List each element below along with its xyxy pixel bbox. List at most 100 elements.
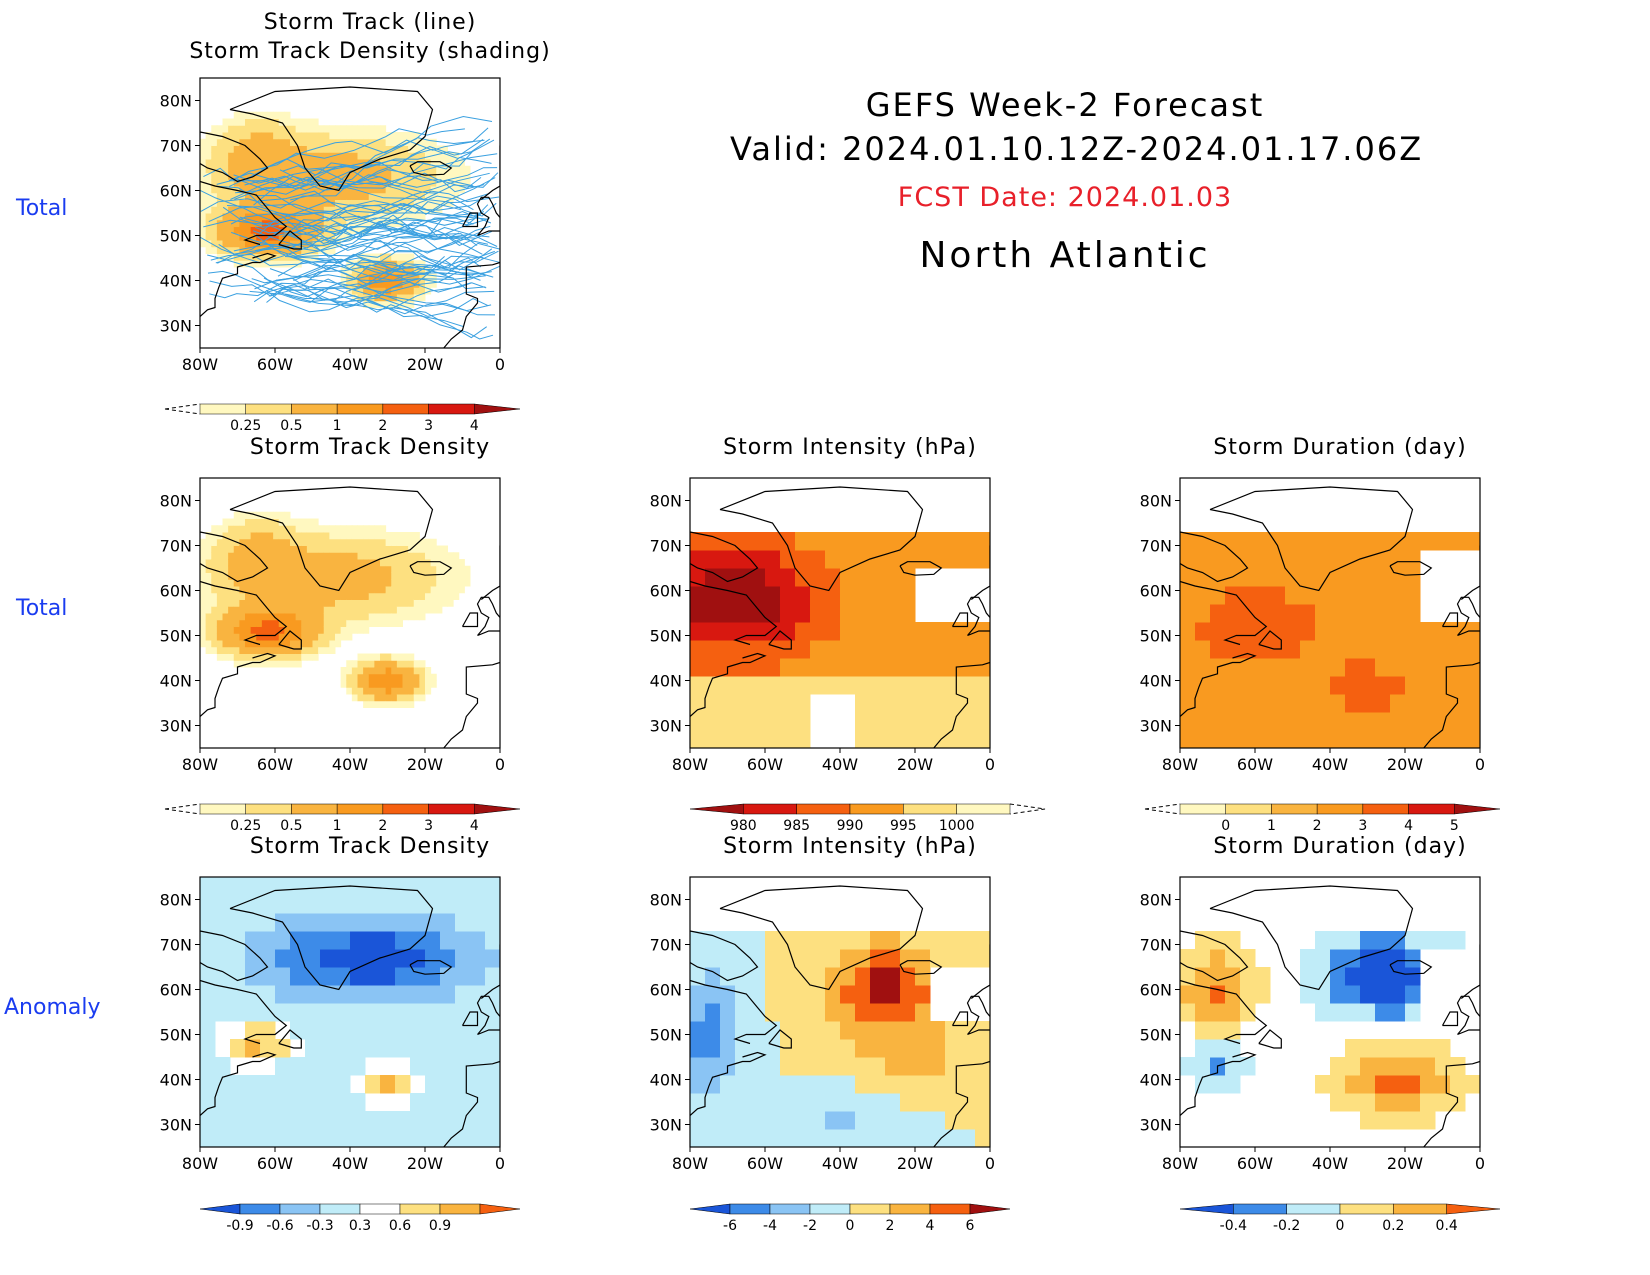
- grid-cell: [402, 294, 409, 302]
- grid-cell: [408, 199, 415, 207]
- grid-cell: [222, 199, 229, 207]
- grid-cell: [295, 565, 302, 573]
- grid-cell: [425, 1093, 441, 1112]
- grid-cell: [396, 145, 403, 153]
- grid-cell: [810, 1003, 826, 1022]
- grid-cell: [340, 559, 347, 567]
- colorbar-label: 0.4: [1436, 1218, 1458, 1234]
- grid-cell: [840, 1057, 856, 1076]
- grid-cell: [350, 1021, 366, 1040]
- grid-cell: [1240, 949, 1256, 968]
- grid-cell: [825, 967, 841, 986]
- grid-cell: [425, 138, 432, 146]
- grid-cell: [312, 613, 319, 621]
- grid-cell: [374, 132, 381, 140]
- grid-cell: [346, 687, 353, 695]
- grid-cell: [385, 579, 392, 587]
- grid-cell: [900, 1111, 916, 1130]
- grid-cell: [385, 538, 392, 546]
- grid-cell: [323, 138, 330, 146]
- grid-cell: [233, 559, 240, 567]
- grid-cell: [290, 633, 297, 641]
- grid-cell: [365, 913, 381, 932]
- grid-cell: [1315, 658, 1331, 677]
- grid-cell: [915, 949, 931, 968]
- row-label-total-2: Total: [16, 596, 68, 621]
- grid-cell: [290, 660, 297, 668]
- grid-cell: [267, 246, 274, 254]
- grid-cell: [228, 138, 235, 146]
- grid-cell: [915, 1003, 931, 1022]
- grid-cell: [346, 626, 353, 634]
- grid-cell: [215, 895, 231, 914]
- grid-cell: [340, 165, 347, 173]
- grid-cell: [402, 192, 409, 200]
- grid-cell: [975, 1129, 990, 1147]
- colorbar-label: -0.4: [1220, 1218, 1247, 1234]
- grid-cell: [440, 1021, 456, 1040]
- grid-cell: [216, 653, 223, 661]
- grid-cell: [385, 606, 392, 614]
- grid-cell: [312, 165, 319, 173]
- grid-cell: [278, 518, 285, 526]
- grid-cell: [425, 186, 432, 194]
- grid-cell: [267, 579, 274, 587]
- grid-cell: [1420, 1075, 1436, 1094]
- grid-cell: [329, 619, 336, 627]
- grid-cell: [233, 518, 240, 526]
- grid-cell: [273, 572, 280, 580]
- grid-cell: [735, 985, 751, 1004]
- grid-cell: [239, 633, 246, 641]
- grid-cell: [216, 186, 223, 194]
- grid-cell: [346, 280, 353, 288]
- grid-cell: [396, 694, 403, 702]
- grid-cell: [447, 586, 454, 594]
- grid-cell: [735, 931, 751, 950]
- grid-cell: [1240, 586, 1256, 605]
- grid-cell: [1345, 931, 1361, 950]
- grid-cell: [295, 186, 302, 194]
- grid-cell: [335, 985, 351, 1004]
- grid-cell: [391, 545, 398, 553]
- grid-cell: [419, 613, 426, 621]
- grid-cell: [705, 640, 721, 659]
- grid-cell: [391, 538, 398, 546]
- grid-cell: [211, 525, 218, 533]
- grid-cell: [975, 658, 990, 677]
- grid-cell: [301, 565, 308, 573]
- grid-cell: [278, 192, 285, 200]
- grid-cell: [363, 206, 370, 214]
- grid-cell: [402, 545, 409, 553]
- grid-cell: [250, 579, 257, 587]
- grid-cell: [205, 559, 212, 567]
- grid-cell: [425, 586, 432, 594]
- grid-cell: [374, 606, 381, 614]
- grid-cell: [705, 967, 721, 986]
- grid-cell: [222, 138, 229, 146]
- grid-cell: [975, 1111, 990, 1130]
- grid-cell: [720, 967, 736, 986]
- grid-cell: [245, 233, 252, 241]
- lat-tick-label: 70N: [160, 537, 192, 556]
- grid-cell: [705, 694, 721, 713]
- grid-cell: [340, 125, 347, 133]
- grid-cell: [357, 687, 364, 695]
- grid-cell: [395, 1111, 411, 1130]
- grid-cell: [735, 949, 751, 968]
- grid-cell: [351, 206, 358, 214]
- grid-cell: [335, 949, 351, 968]
- grid-cell: [335, 552, 342, 560]
- grid-cell: [735, 1129, 751, 1147]
- grid-cell: [1375, 712, 1391, 731]
- grid-cell: [340, 186, 347, 194]
- grid-cell: [335, 145, 342, 153]
- grid-cell: [1390, 1111, 1406, 1130]
- header-fcst-date: FCST Date: 2024.01.03: [897, 182, 1233, 213]
- grid-cell: [284, 511, 291, 519]
- grid-cell: [1255, 985, 1271, 1004]
- grid-cell: [1315, 550, 1331, 569]
- grid-cell: [256, 559, 263, 567]
- grid-cell: [320, 877, 336, 896]
- grid-cell: [256, 660, 263, 668]
- grid-cell: [340, 159, 347, 167]
